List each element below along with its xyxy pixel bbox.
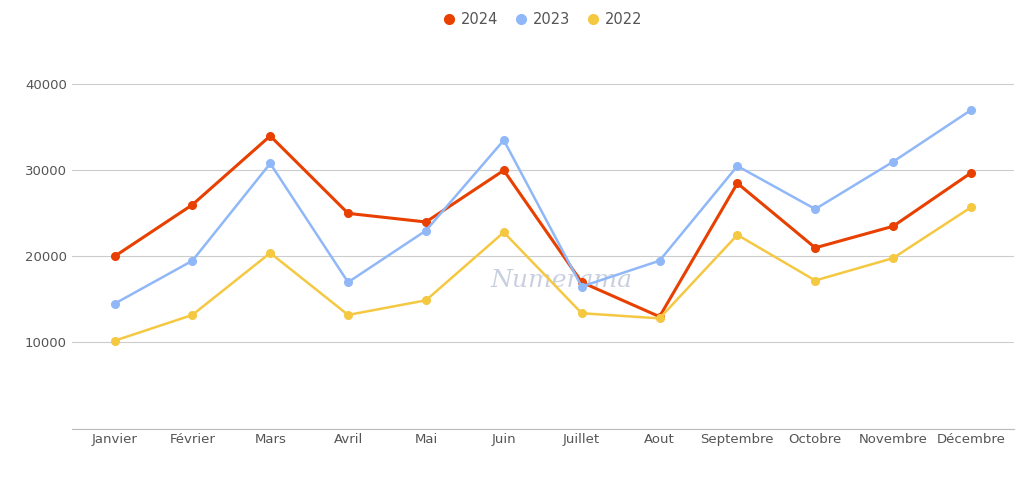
2024 <box>809 245 821 251</box>
Legend: 2024, 2023, 2022: 2024, 2023, 2022 <box>437 6 648 33</box>
2022 <box>186 312 199 318</box>
2024 <box>109 254 121 260</box>
2022 <box>420 298 432 303</box>
2023 <box>420 227 432 233</box>
2023 <box>109 301 121 307</box>
2023 <box>809 206 821 212</box>
2023 <box>731 163 743 169</box>
2024 <box>653 314 666 319</box>
2022 <box>575 310 588 316</box>
2022 <box>264 250 276 256</box>
2022 <box>731 232 743 238</box>
2024 <box>342 210 354 216</box>
2023 <box>186 258 199 263</box>
Line: 2024: 2024 <box>111 132 975 320</box>
2022 <box>498 229 510 235</box>
2024 <box>887 224 899 229</box>
Text: Numerama: Numerama <box>490 269 633 292</box>
Line: 2022: 2022 <box>111 204 975 345</box>
2023 <box>498 137 510 143</box>
2023 <box>653 258 666 263</box>
2024 <box>420 219 432 225</box>
2022 <box>342 312 354 318</box>
2024 <box>575 280 588 285</box>
2024 <box>731 180 743 186</box>
Line: 2023: 2023 <box>111 106 975 308</box>
2022 <box>965 205 977 210</box>
2022 <box>109 338 121 344</box>
2023 <box>342 280 354 285</box>
2024 <box>498 168 510 173</box>
2023 <box>264 161 276 167</box>
2022 <box>653 316 666 321</box>
2024 <box>186 202 199 207</box>
2023 <box>887 159 899 165</box>
2023 <box>575 283 588 289</box>
2022 <box>887 255 899 261</box>
2022 <box>809 278 821 283</box>
2024 <box>264 133 276 139</box>
2023 <box>965 107 977 113</box>
2024 <box>965 170 977 176</box>
